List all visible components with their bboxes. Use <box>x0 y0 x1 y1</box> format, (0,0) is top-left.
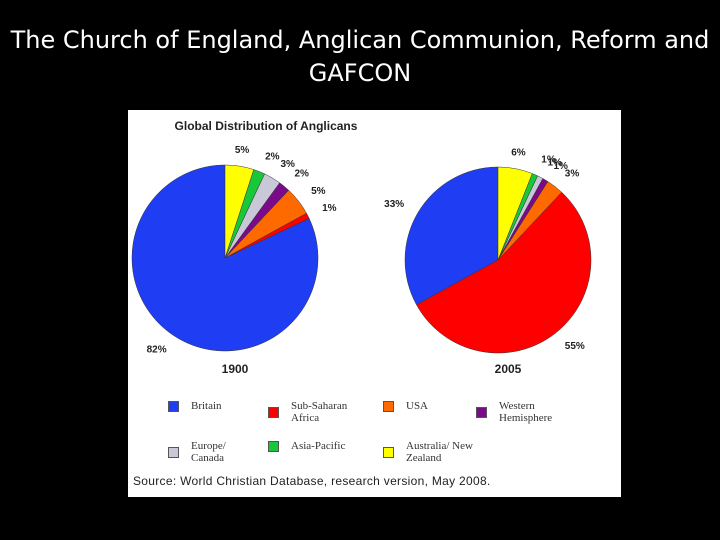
legend-swatch <box>268 440 279 452</box>
pie-slice <box>497 166 533 261</box>
legend-label: USA <box>406 400 429 412</box>
legend-label: Western Hemisphere <box>499 400 553 424</box>
data-label: 1% <box>322 203 337 214</box>
chart: Global Distribution of Anglicans Britain… <box>131 119 700 376</box>
data-label: 6% <box>511 148 526 159</box>
pie-slice <box>416 191 592 354</box>
legend-swatch <box>476 406 487 418</box>
legend-label: Europe/ Canada <box>191 440 226 464</box>
data-label: 2% <box>265 151 280 162</box>
chart-title: Global Distribution of Anglicans <box>175 119 358 133</box>
legend-label: Australia/ New Zealand <box>406 440 473 464</box>
legend-swatch <box>383 446 394 458</box>
pie-slice <box>404 166 499 306</box>
legend-swatch <box>168 400 179 412</box>
legend-item: Asia-Pacific <box>268 440 368 452</box>
chart-panel: Global Distribution of Anglicans Britain… <box>128 110 700 497</box>
legend-item: Western Hemisphere <box>476 400 576 424</box>
pie-slice <box>224 164 255 259</box>
data-label: 82% <box>147 345 167 356</box>
data-label: 1% <box>553 161 568 172</box>
data-label: 5% <box>235 145 250 156</box>
data-label: 3% <box>280 159 295 170</box>
data-label: 1% <box>541 155 556 166</box>
legend-item: Sub-Saharan Africa <box>268 400 368 424</box>
pie-slice <box>131 164 319 352</box>
source-note: Source: World Christian Database, resear… <box>133 474 491 488</box>
pie-label: 2005 <box>495 362 522 376</box>
legend-label: Sub-Saharan Africa <box>291 400 348 424</box>
legend-item: USA <box>383 400 483 412</box>
legend-label: Asia-Pacific <box>291 440 346 452</box>
legend-swatch <box>268 406 279 418</box>
slide-title: The Church of England, Anglican Communio… <box>10 26 710 87</box>
data-label: 2% <box>294 169 309 180</box>
legend-swatch <box>383 400 394 412</box>
legend-swatch <box>168 446 179 458</box>
data-label: 55% <box>565 341 585 352</box>
data-label: 3% <box>565 169 580 180</box>
legend-item: Europe/ Canada <box>168 440 268 464</box>
legend: Britain Sub-Saharan Africa USA Western Hemi… <box>168 400 608 464</box>
data-label: 5% <box>311 186 326 197</box>
data-label: 33% <box>384 199 404 210</box>
pie-label: 1900 <box>222 362 249 376</box>
data-label: 1% <box>547 158 562 169</box>
legend-item: Britain <box>168 400 268 412</box>
legend-item: Australia/ New Zealand <box>383 440 483 464</box>
legend-label: Britain <box>191 400 222 412</box>
